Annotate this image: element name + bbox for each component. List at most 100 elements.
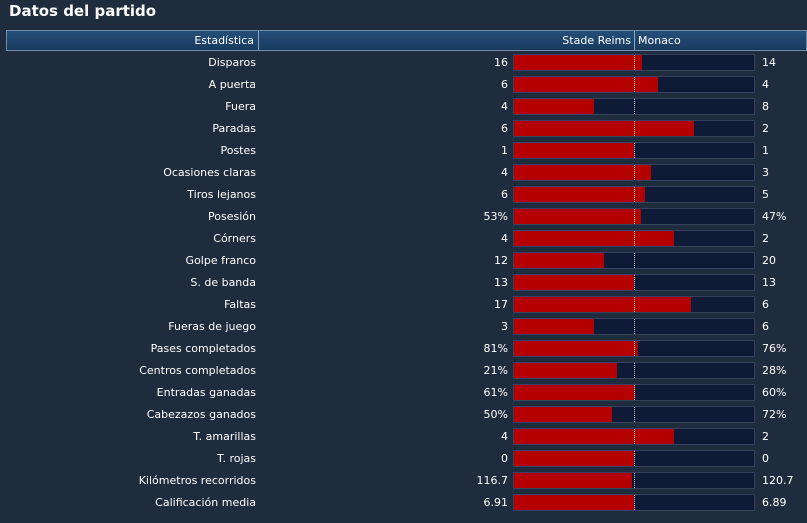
away-value: 4 (762, 78, 769, 91)
bar-midline (634, 407, 635, 422)
stat-label: S. de banda (190, 276, 256, 289)
home-bar-fill (514, 77, 658, 92)
away-value: 8 (762, 100, 769, 113)
stat-label: Faltas (224, 298, 256, 311)
home-bar-fill (514, 429, 675, 444)
stat-row: Paradas 6 2 (0, 118, 807, 140)
page-title: Datos del partido (9, 2, 157, 20)
home-value: 53% (483, 210, 508, 223)
stat-label: Paradas (212, 122, 256, 135)
home-value: 116.7 (476, 474, 509, 487)
home-bar-fill (514, 209, 642, 224)
away-value: 13 (762, 276, 776, 289)
bar-midline (634, 121, 635, 136)
home-bar-fill (514, 495, 635, 510)
home-value: 0 (501, 452, 508, 465)
home-value: 12 (494, 254, 508, 267)
home-bar-fill (514, 385, 635, 400)
stat-row: Kilómetros recorridos 116.7 120.7 (0, 470, 807, 492)
bar-midline (634, 187, 635, 202)
home-value: 13 (494, 276, 508, 289)
home-value: 61% (483, 386, 508, 399)
away-value: 6 (762, 298, 769, 311)
stat-row: Golpe franco 12 20 (0, 250, 807, 272)
stat-row: Calificación media 6.91 6.89 (0, 492, 807, 514)
stat-row: S. de banda 13 13 (0, 272, 807, 294)
stat-row: Disparos 16 14 (0, 52, 807, 74)
away-value: 2 (762, 122, 769, 135)
stats-table: Disparos 16 14 A puerta 6 4 Fuera 4 8 Paradas 6 2 Po… (0, 52, 807, 514)
comparison-bar (513, 428, 755, 445)
bar-midline (634, 77, 635, 92)
away-value: 2 (762, 430, 769, 443)
stat-label: Pases completados (150, 342, 256, 355)
stat-row: Centros completados 21% 28% (0, 360, 807, 382)
header-stat[interactable]: Estadística (7, 31, 259, 50)
home-bar-fill (514, 407, 613, 422)
away-value: 47% (762, 210, 787, 223)
stat-row: Cabezazos ganados 50% 72% (0, 404, 807, 426)
home-bar-fill (514, 341, 638, 356)
stat-row: Posesión 53% 47% (0, 206, 807, 228)
away-value: 120.7 (762, 474, 794, 487)
bar-midline (634, 429, 635, 444)
away-value: 72% (762, 408, 787, 421)
stat-label: Calificación media (155, 496, 256, 509)
stat-label: Golpe franco (185, 254, 256, 267)
bar-midline (634, 275, 635, 290)
header-home-team[interactable]: Stade Reims (259, 31, 635, 50)
home-bar-fill (514, 143, 634, 158)
comparison-bar (513, 186, 755, 203)
bar-midline (634, 165, 635, 180)
away-value: 6 (762, 320, 769, 333)
bar-midline (634, 297, 635, 312)
stat-label: Córners (213, 232, 256, 245)
stat-row: Fueras de juego 3 6 (0, 316, 807, 338)
home-value: 16 (494, 56, 508, 69)
comparison-bar (513, 494, 755, 511)
home-value: 50% (483, 408, 508, 421)
comparison-bar (513, 472, 755, 489)
stat-label: Disparos (208, 56, 256, 69)
stat-label: Tiros lejanos (187, 188, 256, 201)
home-value: 6.91 (483, 496, 509, 509)
comparison-bar (513, 120, 755, 137)
home-value: 6 (501, 188, 508, 201)
bar-midline (634, 209, 635, 224)
comparison-bar (513, 340, 755, 357)
comparison-bar (513, 208, 755, 225)
stat-row: Fuera 4 8 (0, 96, 807, 118)
away-value: 28% (762, 364, 787, 377)
stat-row: A puerta 6 4 (0, 74, 807, 96)
bar-midline (634, 363, 635, 378)
stat-label: Entradas ganadas (156, 386, 256, 399)
header-away-team[interactable]: Monaco (638, 34, 681, 47)
away-value: 0 (762, 452, 769, 465)
away-value: 20 (762, 254, 776, 267)
comparison-bar (513, 384, 755, 401)
stat-row: Ocasiones claras 4 3 (0, 162, 807, 184)
home-bar-fill (514, 99, 594, 114)
stat-label: T. amarillas (193, 430, 256, 443)
home-value: 1 (501, 144, 508, 157)
comparison-bar (513, 98, 755, 115)
stat-label: Cabezazos ganados (146, 408, 256, 421)
comparison-bar (513, 142, 755, 159)
home-value: 17 (494, 298, 508, 311)
stat-row: Entradas ganadas 61% 60% (0, 382, 807, 404)
bar-midline (634, 495, 635, 510)
home-bar-fill (514, 253, 604, 268)
stat-row: Córners 4 2 (0, 228, 807, 250)
stats-table-header: Estadística Stade Reims Monaco (6, 30, 807, 51)
stat-label: Centros completados (139, 364, 256, 377)
stat-row: Tiros lejanos 6 5 (0, 184, 807, 206)
bar-midline (634, 231, 635, 246)
away-value: 1 (762, 144, 769, 157)
comparison-bar (513, 54, 755, 71)
stat-row: Faltas 17 6 (0, 294, 807, 316)
stat-row: Pases completados 81% 76% (0, 338, 807, 360)
home-bar-fill (514, 231, 675, 246)
home-value: 4 (501, 430, 508, 443)
away-value: 3 (762, 166, 769, 179)
comparison-bar (513, 450, 755, 467)
